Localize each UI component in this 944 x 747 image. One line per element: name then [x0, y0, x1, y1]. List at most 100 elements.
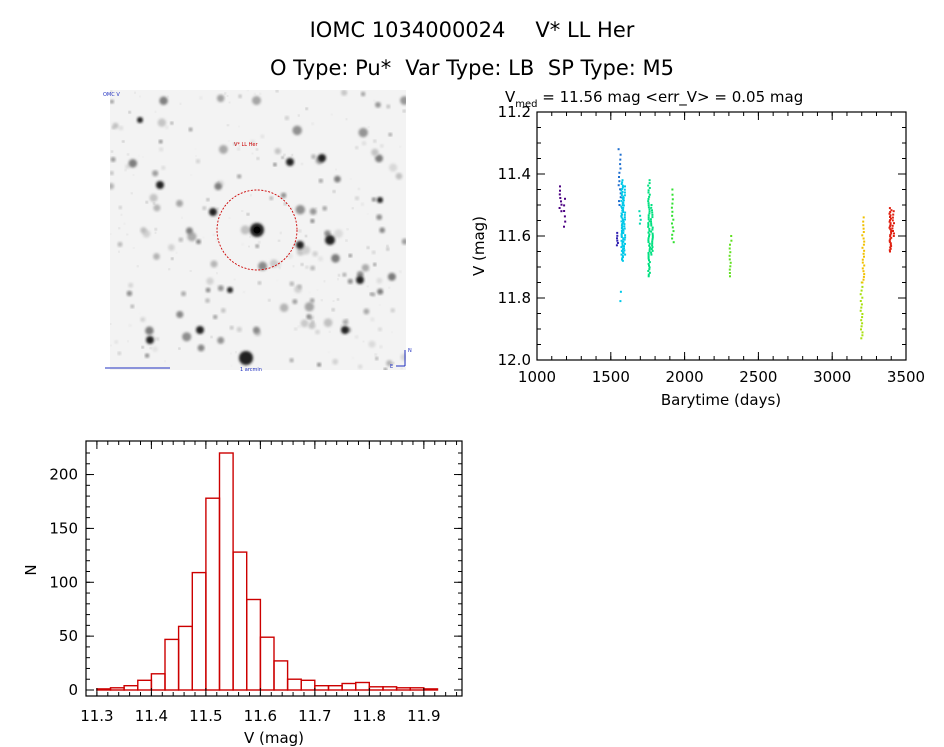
lc-point: [890, 236, 893, 239]
lc-point: [862, 237, 865, 240]
finder-star: [123, 223, 126, 225]
lc-point: [861, 267, 864, 270]
lc-point: [648, 195, 651, 198]
lc-point: [621, 186, 624, 189]
histogram-bar: [177, 625, 193, 691]
lc-point: [647, 241, 650, 243]
finder-star: [283, 202, 287, 206]
lc-point: [621, 257, 624, 260]
lc-point: [889, 243, 892, 246]
lc-point: [647, 262, 650, 265]
finder-star: [178, 347, 181, 350]
lc-point: [624, 234, 627, 237]
lc-point: [617, 184, 620, 187]
histogram-bar: [232, 551, 248, 691]
finder-star: [269, 259, 279, 268]
finder-star: [300, 319, 309, 328]
lc-point: [623, 194, 626, 197]
lc-point: [623, 223, 626, 226]
finder-star: [389, 163, 398, 172]
finder-star: [110, 233, 112, 235]
lc-point: [651, 234, 654, 237]
lc-point: [650, 220, 652, 223]
finder-star: [311, 122, 314, 125]
lc-point: [559, 189, 561, 192]
lc-point: [649, 218, 652, 221]
lc-point: [648, 182, 651, 185]
lc-point: [650, 206, 653, 209]
finder-label-top-left: OMC V: [103, 92, 120, 98]
finder-star: [292, 265, 295, 267]
lc-point: [622, 256, 624, 259]
finder-star: [312, 251, 318, 257]
lc-point: [648, 250, 651, 253]
lc-xtick-label: 1000: [518, 368, 556, 386]
finder-star: [182, 332, 192, 342]
finder-star: [227, 95, 229, 97]
lc-point: [558, 193, 561, 196]
lc-point: [563, 215, 566, 218]
lc-point: [564, 220, 567, 223]
lc-point: [616, 234, 619, 237]
lc-point: [622, 251, 625, 254]
star-name: V* LL Her: [535, 18, 634, 42]
lc-point: [862, 227, 865, 230]
lc-point: [651, 209, 653, 212]
finder-star: [380, 144, 384, 148]
finder-star: [386, 360, 393, 367]
finder-star: [128, 282, 134, 288]
lc-point: [671, 214, 674, 217]
finder-star: [205, 287, 211, 293]
lc-point: [622, 220, 625, 223]
lc-point: [672, 218, 675, 221]
finder-star: [292, 154, 294, 156]
finder-star: [280, 192, 287, 199]
finder-star: [357, 364, 363, 369]
finder-star: [361, 202, 364, 206]
finder-star: [368, 269, 370, 272]
lc-point: [622, 196, 625, 199]
finder-star: [340, 324, 342, 326]
lc-point: [621, 259, 624, 262]
finder-star: [152, 346, 158, 353]
histogram-bar: [395, 687, 411, 691]
lc-xtick-label: 1500: [592, 368, 630, 386]
finder-star: [224, 92, 227, 95]
lc-point: [650, 204, 653, 206]
lc-point: [893, 222, 895, 225]
lc-point: [620, 216, 623, 219]
finder-star: [254, 93, 256, 95]
lc-point: [616, 242, 619, 244]
finder-star: [249, 236, 251, 238]
finder-star: [168, 268, 170, 270]
finder-star: [154, 232, 157, 234]
finder-bright-star: [146, 336, 154, 344]
lc-point: [563, 225, 565, 228]
histogram-bars: [96, 452, 439, 691]
finder-star: [310, 265, 316, 271]
lc-point: [619, 188, 622, 191]
histogram-bar: [423, 688, 439, 691]
finder-star: [309, 291, 311, 294]
finder-star: [301, 162, 304, 165]
finder-star: [400, 353, 406, 361]
finder-star: [258, 261, 268, 271]
finder-star: [217, 207, 219, 210]
finder-star: [134, 92, 136, 94]
lc-point: [622, 211, 625, 213]
lc-point: [651, 244, 654, 247]
finder-star: [284, 116, 289, 121]
light-curve-axes: 1000 1500 2000 2500 3000 3500 11.2 11.4 11.6 11.8…: [498, 103, 926, 386]
finder-star: [356, 271, 364, 278]
lc-point: [862, 278, 865, 281]
lc-point: [672, 230, 675, 233]
lc-point: [559, 197, 562, 199]
lc-point: [620, 253, 623, 256]
lc-point: [889, 222, 892, 225]
finder-star: [111, 150, 113, 153]
finder-star: [197, 344, 205, 352]
lc-point: [624, 253, 627, 256]
lc-point: [728, 258, 731, 261]
finder-bright-star: [137, 117, 143, 123]
finder-star: [291, 207, 293, 209]
